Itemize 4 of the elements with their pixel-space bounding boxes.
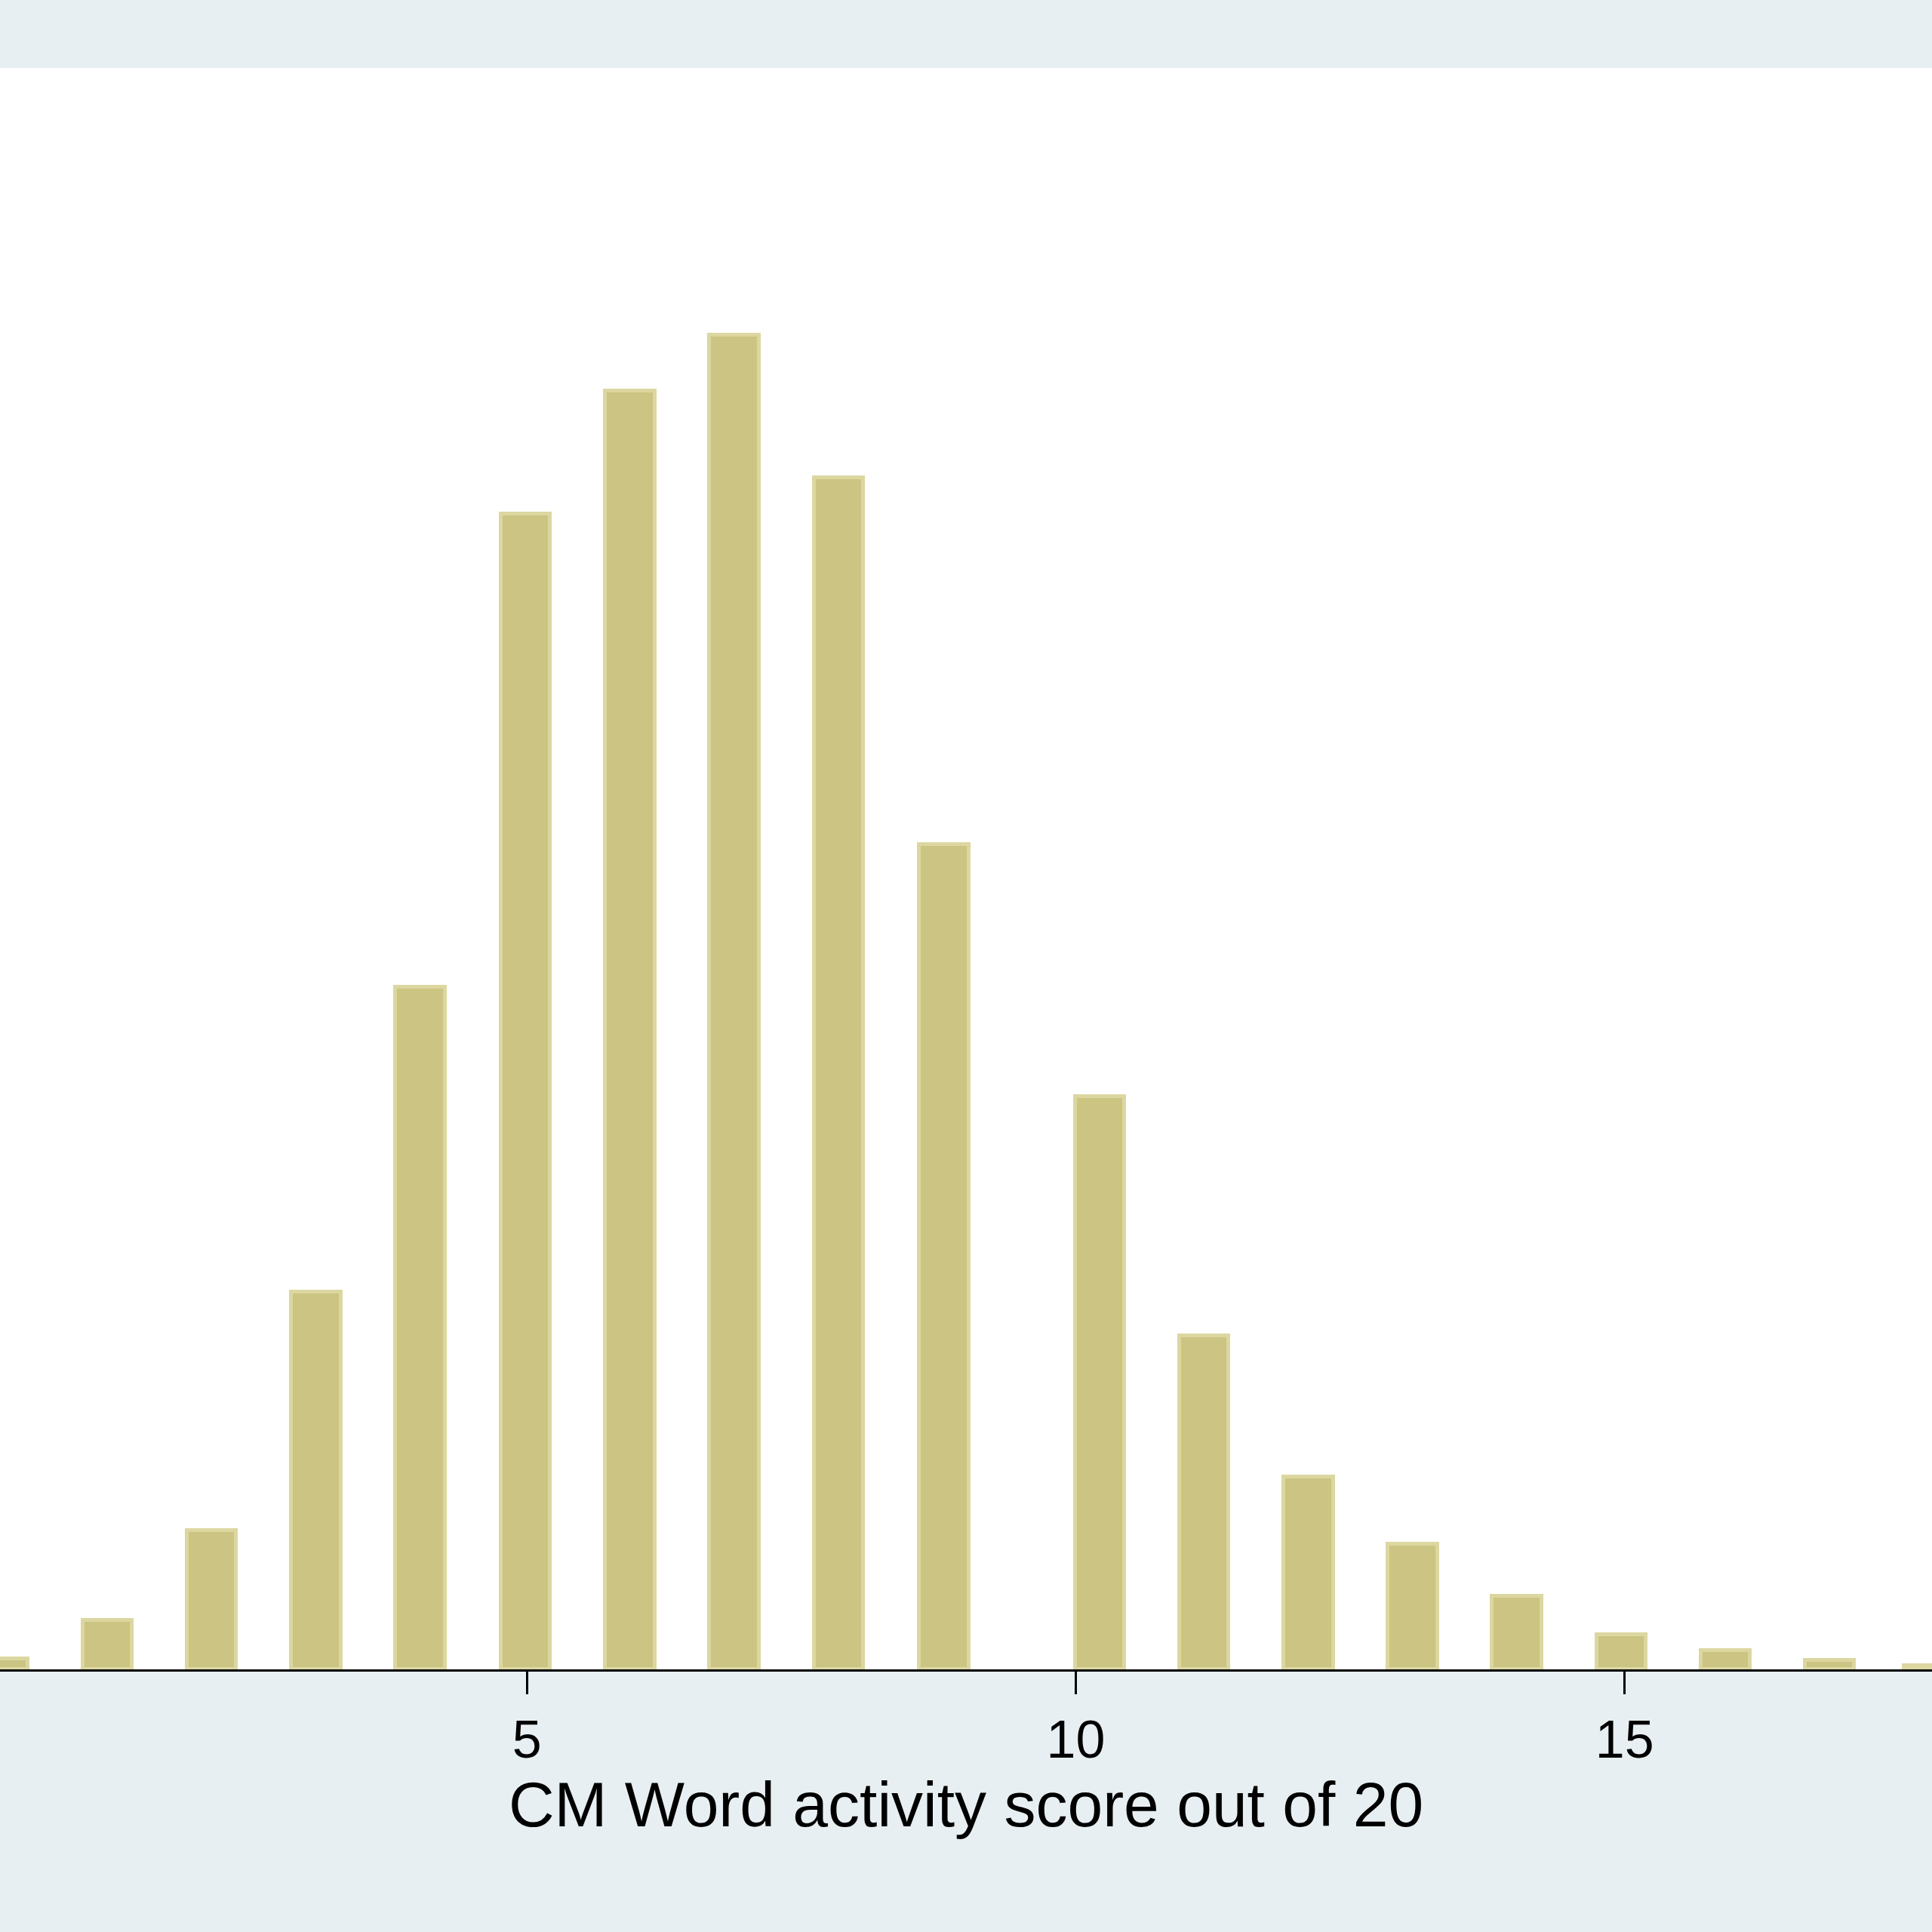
x-tick-label: 15 bbox=[1595, 1710, 1654, 1769]
x-tick-label: 10 bbox=[1046, 1710, 1106, 1769]
x-axis-title: CM Word activity score out of 20 bbox=[508, 1769, 1424, 1840]
x-tick-label: 5 bbox=[512, 1710, 542, 1769]
